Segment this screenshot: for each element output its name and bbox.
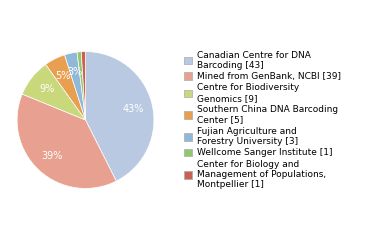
Text: 3%: 3% [67,67,82,77]
Text: 5%: 5% [55,71,71,81]
Wedge shape [81,52,86,120]
Text: 9%: 9% [39,84,54,95]
Text: 43%: 43% [123,104,144,114]
Legend: Canadian Centre for DNA
Barcoding [43], Mined from GenBank, NCBI [39], Centre fo: Canadian Centre for DNA Barcoding [43], … [184,51,341,189]
Wedge shape [65,52,86,120]
Wedge shape [77,52,86,120]
Text: 39%: 39% [41,151,63,161]
Wedge shape [86,52,154,181]
Wedge shape [46,55,86,120]
Wedge shape [17,94,116,188]
Wedge shape [22,64,86,120]
